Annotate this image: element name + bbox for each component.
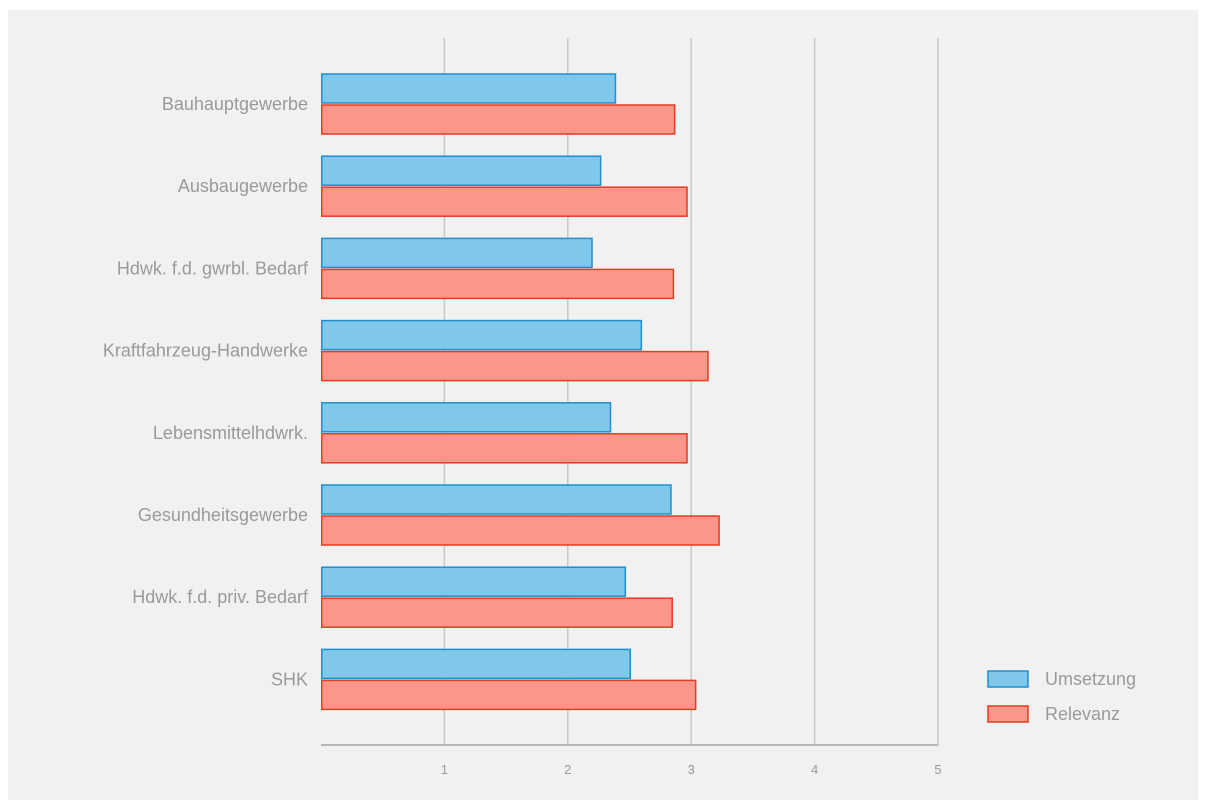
bar-umsetzung-5	[321, 484, 672, 515]
legend-label-umsetzung: Umsetzung	[1045, 669, 1136, 689]
bar-relevanz-1	[321, 186, 688, 217]
x-axis: 1 2 3 4 5	[321, 744, 942, 777]
grid-lines	[443, 38, 939, 745]
bar-relevanz-4	[321, 433, 688, 464]
x-tick-label: 4	[811, 762, 818, 777]
bar-umsetzung-7	[321, 648, 631, 680]
category-label: Bauhauptgewerbe	[162, 94, 308, 114]
bar-umsetzung-4	[321, 402, 612, 433]
category-label: Hdwk. f.d. gwrbl. Bedarf	[117, 258, 309, 278]
category-labels: Bauhauptgewerbe Ausbaugewerbe Hdwk. f.d. g…	[103, 94, 309, 689]
x-tick-label: 5	[934, 762, 941, 777]
legend-label-relevanz: Relevanz	[1045, 704, 1120, 724]
x-tick-label: 1	[441, 762, 448, 777]
category-label: Ausbaugewerbe	[178, 176, 308, 196]
bar-relevanz-7	[321, 679, 697, 711]
bar-umsetzung-0	[321, 73, 617, 104]
bars	[321, 73, 720, 711]
bar-umsetzung-6	[321, 566, 627, 597]
legend-swatch-umsetzung	[987, 670, 1029, 688]
x-tick-label: 2	[564, 762, 571, 777]
bar-relevanz-3	[321, 350, 709, 382]
category-label: Gesundheitsgewerbe	[138, 505, 308, 525]
category-label: Kraftfahrzeug-Handwerke	[103, 341, 308, 361]
bar-relevanz-6	[321, 597, 673, 628]
bar-umsetzung-1	[321, 155, 602, 186]
bar-relevanz-5	[321, 515, 720, 546]
bar-relevanz-0	[321, 104, 676, 135]
category-label: Lebensmittelhdwrk.	[153, 423, 308, 443]
bar-relevanz-2	[321, 268, 675, 300]
bar-umsetzung-3	[321, 319, 643, 351]
category-label: Hdwk. f.d. priv. Bedarf	[132, 587, 309, 607]
bar-umsetzung-2	[321, 237, 593, 269]
legend: Umsetzung Relevanz	[987, 669, 1136, 724]
category-label: SHK	[271, 669, 308, 689]
x-tick-label: 3	[688, 762, 695, 777]
legend-swatch-relevanz	[987, 705, 1029, 723]
